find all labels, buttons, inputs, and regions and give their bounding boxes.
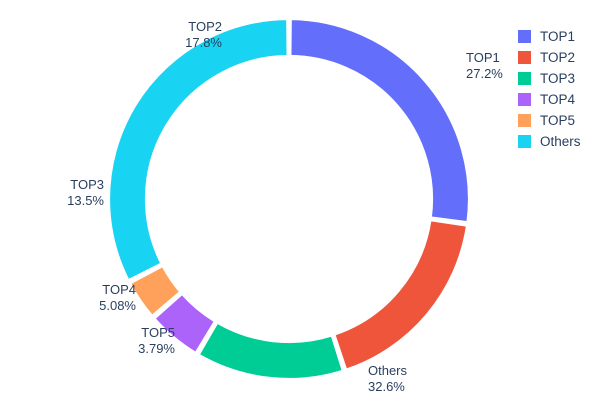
pie-slice-label-top3: TOP3 13.5% — [67, 177, 104, 208]
pie-slice-label-top5: TOP5 3.79% — [138, 325, 175, 356]
pie-slice-labels-group: TOP1 27.2%TOP2 17.8%TOP3 13.5%TOP4 5.08%TOP5… — [67, 19, 503, 394]
pie-slice-top1[interactable] — [289, 17, 471, 224]
legend-item-label: TOP5 — [540, 113, 575, 128]
pie-slice-top5[interactable] — [128, 264, 182, 317]
slice-label-name: TOP5 — [141, 325, 175, 340]
pie-slice-label-top2: TOP2 17.8% — [185, 19, 222, 50]
chart-legend[interactable]: TOP1 TOP2 TOP3 TOP4 TOP5 Others — [518, 29, 581, 149]
legend-item-top1[interactable]: TOP1 — [518, 29, 575, 44]
legend-item-top2[interactable]: TOP2 — [518, 50, 575, 65]
legend-swatch-icon — [518, 51, 531, 64]
legend-item-label: TOP2 — [540, 50, 575, 65]
slice-label-percent: 5.08% — [99, 298, 136, 313]
pie-slice-top3[interactable] — [197, 321, 344, 381]
legend-item-label: TOP4 — [540, 92, 576, 107]
legend-item-others[interactable]: Others — [518, 134, 581, 149]
pie-slice-top4[interactable] — [153, 292, 216, 355]
slice-label-percent: 13.5% — [67, 193, 104, 208]
slice-label-percent: 3.79% — [138, 341, 175, 356]
legend-item-label: Others — [540, 134, 581, 149]
slice-label-name: TOP4 — [102, 282, 136, 297]
slice-label-percent: 27.2% — [466, 66, 503, 81]
legend-item-label: TOP3 — [540, 71, 575, 86]
pie-slice-label-others: Others 32.6% — [368, 363, 408, 394]
pie-slice-label-top1: TOP1 27.2% — [466, 50, 503, 81]
slice-label-percent: 32.6% — [368, 379, 405, 394]
legend-item-top3[interactable]: TOP3 — [518, 71, 575, 86]
slice-label-name: TOP1 — [466, 50, 500, 65]
legend-item-top4[interactable]: TOP4 — [518, 92, 576, 107]
slice-label-name: TOP3 — [70, 177, 104, 192]
legend-item-top5[interactable]: TOP5 — [518, 113, 575, 128]
legend-swatch-icon — [518, 30, 531, 43]
slice-label-percent: 17.8% — [185, 35, 222, 50]
legend-swatch-icon — [518, 135, 531, 148]
pie-slice-top2[interactable] — [333, 219, 469, 371]
slice-label-name: Others — [368, 363, 408, 378]
pie-slice-label-top4: TOP4 5.08% — [99, 282, 136, 313]
pie-slice-others[interactable] — [107, 17, 289, 282]
legend-item-label: TOP1 — [540, 29, 575, 44]
slice-label-name: TOP2 — [188, 19, 222, 34]
pie-slices-group — [107, 17, 471, 381]
legend-swatch-icon — [518, 114, 531, 127]
legend-swatch-icon — [518, 72, 531, 85]
legend-swatch-icon — [518, 93, 531, 106]
